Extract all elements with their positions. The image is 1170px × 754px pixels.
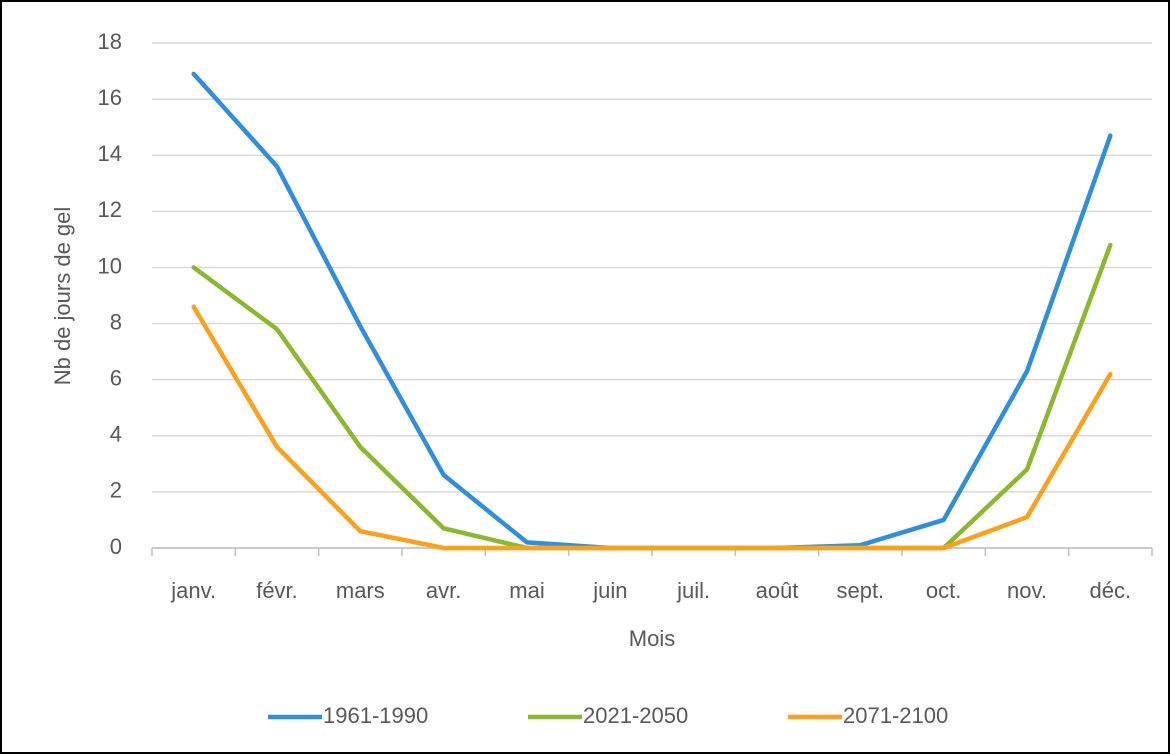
legend-label: 2071-2100	[843, 703, 948, 728]
y-tick-label: 10	[98, 253, 122, 278]
x-tick-label: oct.	[926, 578, 961, 603]
series-line	[191, 304, 1113, 551]
y-tick-label: 0	[110, 534, 122, 559]
x-tick-label: avr.	[426, 578, 461, 603]
y-tick-label: 8	[110, 309, 122, 334]
legend-label: 1961-1990	[323, 703, 428, 728]
y-tick-label: 6	[110, 365, 122, 390]
y-tick-label: 14	[98, 141, 122, 166]
x-axis-label: Mois	[629, 626, 675, 651]
x-tick-label: mars	[336, 578, 385, 603]
x-tick-label: nov.	[1007, 578, 1047, 603]
y-tick-label: 16	[98, 85, 122, 110]
y-tick-label: 4	[110, 422, 122, 447]
x-tick-label: juil.	[676, 578, 710, 603]
x-tick-label: janv.	[170, 578, 216, 603]
x-tick-label: août	[756, 578, 799, 603]
x-tick-label: sept.	[836, 578, 884, 603]
legend-label: 2021-2050	[583, 703, 688, 728]
x-tick-label: mai	[509, 578, 544, 603]
x-tick-label: févr.	[256, 578, 298, 603]
x-tick-label: déc.	[1090, 578, 1132, 603]
y-tick-label: 12	[98, 197, 122, 222]
y-tick-label: 18	[98, 29, 122, 54]
x-tick-label: juin	[592, 578, 627, 603]
y-axis-label: Nb de jours de gel	[50, 207, 75, 386]
y-tick-label: 2	[110, 478, 122, 503]
